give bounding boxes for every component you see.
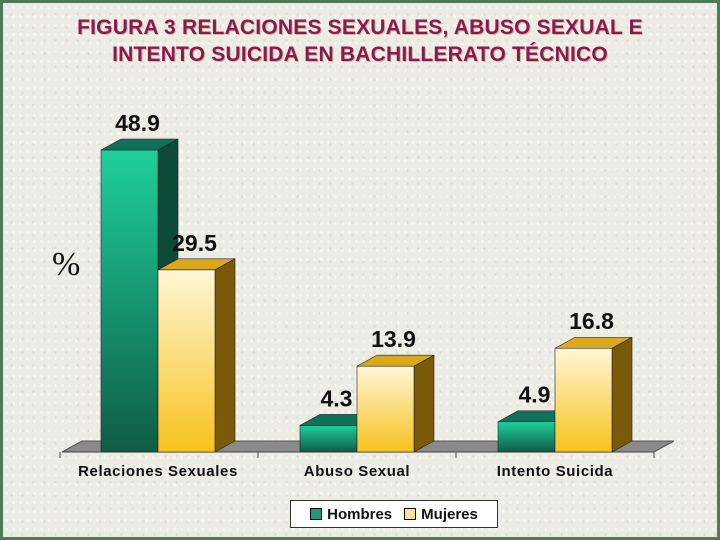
data-label-intento-suicida-mujeres: 16.8 — [569, 308, 614, 334]
bar-abuso-sexual-hombres — [299, 425, 358, 453]
bars — [100, 138, 633, 453]
chart-title-line-1: FIGURA 3 RELACIONES SEXUALES, ABUSO SEXU… — [77, 16, 643, 39]
bar-top-relaciones-sexuales-hombres — [100, 138, 179, 151]
legend-item-hombres: Hombres — [310, 506, 392, 523]
bar-top-abuso-sexual-mujeres — [356, 354, 435, 367]
bar-top-relaciones-sexuales-mujeres — [157, 258, 236, 271]
bar-side-intento-suicida-mujeres — [611, 336, 633, 453]
x-tick-label-2: Intento Suicida — [497, 463, 614, 480]
bar-abuso-sexual-mujeres — [356, 365, 415, 453]
bar-relaciones-sexuales-mujeres — [157, 269, 216, 453]
data-label-relaciones-sexuales-hombres: 48.9 — [115, 110, 160, 136]
legend-swatch-mujeres — [404, 508, 417, 520]
legend-swatch-hombres — [310, 508, 323, 520]
bar-side-abuso-sexual-mujeres — [413, 354, 435, 453]
y-axis-label: % — [52, 246, 80, 283]
bar-intento-suicida-mujeres — [554, 347, 613, 453]
data-label-intento-suicida-hombres: 4.9 — [519, 382, 551, 408]
legend-label-hombres: Hombres — [327, 505, 393, 523]
bar-intento-suicida-hombres — [497, 421, 556, 453]
chart-title-line-2: INTENTO SUICIDA EN BACHILLERATO TÉCNICO — [112, 43, 608, 66]
data-label-abuso-sexual-mujeres: 13.9 — [371, 326, 416, 352]
legend: Hombres Mujeres — [290, 500, 498, 528]
data-label-abuso-sexual-hombres: 4.3 — [321, 385, 353, 411]
chart-title: FIGURA 3 RELACIONES SEXUALES, ABUSO SEXU… — [0, 14, 720, 68]
bar-top-intento-suicida-mujeres — [554, 336, 633, 349]
legend-label-mujeres: Mujeres — [421, 505, 478, 523]
bar-side-relaciones-sexuales-mujeres — [214, 258, 236, 453]
data-labels: 48.9 29.5 Relaciones Sexuales 4.3 13.9 Abuso … — [78, 110, 614, 480]
data-label-relaciones-sexuales-mujeres: 29.5 — [172, 230, 217, 256]
bar-relaciones-sexuales-hombres — [100, 149, 159, 453]
x-tick-label-0: Relaciones Sexuales — [78, 463, 238, 480]
x-tick-label-1: Abuso Sexual — [304, 463, 410, 480]
legend-item-mujeres: Mujeres — [404, 506, 478, 523]
